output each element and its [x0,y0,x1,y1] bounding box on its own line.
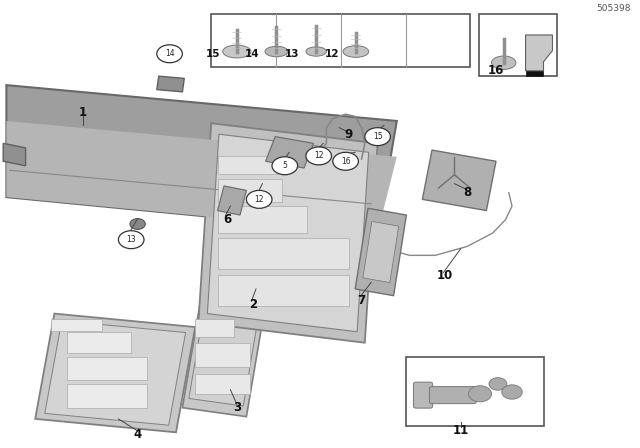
Ellipse shape [306,47,326,56]
Polygon shape [525,35,552,71]
Polygon shape [355,208,406,296]
Text: 7: 7 [358,293,365,307]
Polygon shape [3,143,26,166]
Text: 12: 12 [324,49,339,59]
Text: 13: 13 [285,49,300,59]
Polygon shape [207,134,369,332]
Polygon shape [525,71,543,76]
Text: 15: 15 [205,49,220,59]
Text: 2: 2 [249,298,257,311]
Polygon shape [422,150,496,211]
Polygon shape [157,76,184,92]
Circle shape [130,219,145,229]
Circle shape [272,157,298,175]
Polygon shape [67,384,147,408]
Polygon shape [195,374,250,394]
Text: 8: 8 [463,186,471,199]
Ellipse shape [343,46,369,57]
Polygon shape [218,238,349,269]
Bar [479,14,557,76]
Text: 12: 12 [314,151,323,160]
Polygon shape [266,137,314,168]
Polygon shape [218,156,278,174]
Circle shape [118,231,144,249]
Text: 14: 14 [245,49,260,59]
Text: 16: 16 [488,64,504,77]
Text: 15: 15 [372,132,383,141]
Circle shape [246,190,272,208]
Polygon shape [363,221,399,283]
Circle shape [306,147,332,165]
Polygon shape [51,319,102,331]
Polygon shape [6,85,397,233]
Ellipse shape [265,46,288,57]
Text: 14: 14 [164,49,175,58]
Polygon shape [218,179,282,202]
Polygon shape [218,206,307,233]
Circle shape [365,128,390,146]
FancyBboxPatch shape [429,387,476,404]
Bar [211,14,470,67]
Polygon shape [198,123,378,343]
Text: 505398: 505398 [596,4,630,13]
Text: 3: 3 [233,401,241,414]
Text: 5: 5 [282,161,287,170]
Ellipse shape [223,45,251,58]
Text: 4: 4 [134,428,141,441]
Text: 10: 10 [436,269,453,282]
Text: 6: 6 [223,213,231,226]
Polygon shape [67,332,131,353]
Text: 13: 13 [126,235,136,244]
Text: 11: 11 [452,424,469,438]
Polygon shape [182,276,269,417]
Circle shape [333,152,358,170]
FancyBboxPatch shape [413,382,433,408]
Circle shape [489,378,507,390]
Ellipse shape [492,56,516,69]
Text: 12: 12 [255,195,264,204]
Polygon shape [218,275,349,306]
Polygon shape [218,186,246,215]
Text: 9: 9 [345,128,353,141]
Polygon shape [6,121,397,233]
Polygon shape [35,314,195,432]
Circle shape [502,385,522,399]
Bar [406,357,544,426]
Polygon shape [195,319,234,337]
Polygon shape [45,321,186,425]
Polygon shape [195,343,250,367]
Circle shape [468,386,492,402]
Circle shape [157,45,182,63]
Polygon shape [189,286,262,406]
Text: 1: 1 [79,105,87,119]
Text: 16: 16 [340,157,351,166]
Polygon shape [67,357,147,380]
